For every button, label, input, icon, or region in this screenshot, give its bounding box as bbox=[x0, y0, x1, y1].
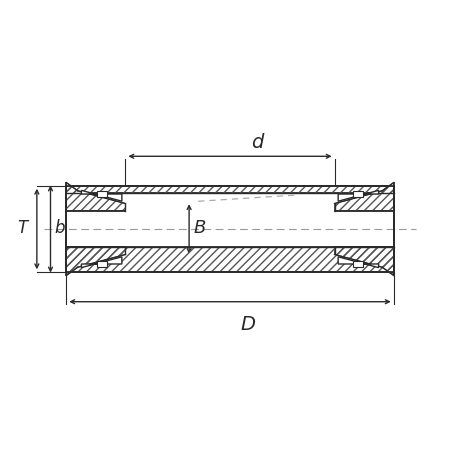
Polygon shape bbox=[81, 257, 122, 268]
Text: b: b bbox=[54, 218, 65, 236]
Text: d: d bbox=[251, 133, 263, 151]
Polygon shape bbox=[81, 191, 122, 202]
Polygon shape bbox=[353, 191, 363, 198]
Text: T: T bbox=[17, 218, 28, 236]
Polygon shape bbox=[337, 191, 378, 202]
Polygon shape bbox=[337, 257, 378, 268]
Polygon shape bbox=[66, 248, 393, 273]
Polygon shape bbox=[66, 183, 125, 211]
Polygon shape bbox=[353, 261, 363, 268]
Polygon shape bbox=[96, 261, 106, 268]
Polygon shape bbox=[334, 183, 393, 211]
Polygon shape bbox=[66, 186, 393, 193]
Text: D: D bbox=[240, 315, 255, 334]
Text: B: B bbox=[193, 218, 206, 236]
Polygon shape bbox=[96, 191, 106, 198]
Polygon shape bbox=[66, 248, 125, 276]
Polygon shape bbox=[334, 248, 393, 276]
